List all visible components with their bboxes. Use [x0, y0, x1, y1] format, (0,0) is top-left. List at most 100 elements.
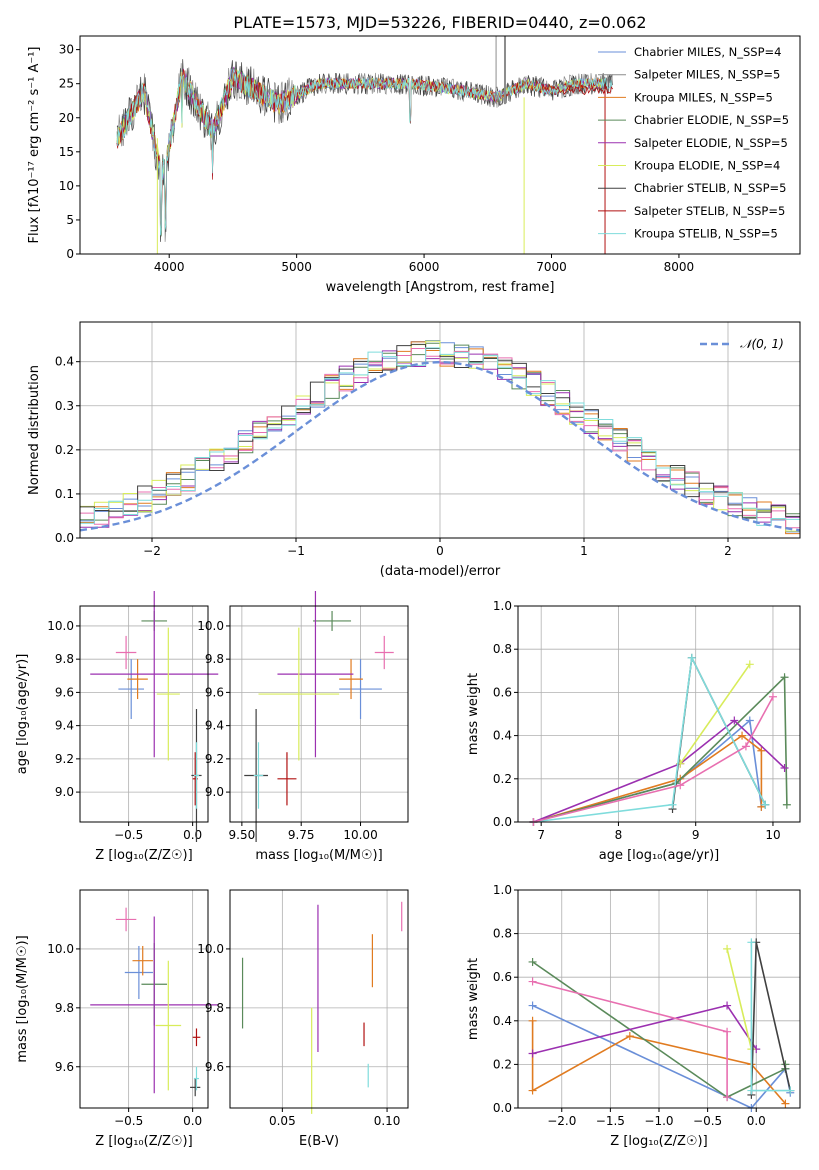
- y-axis-label: mass [log₁₀(M/M☉)]: [15, 935, 30, 1062]
- axes-frame: [229, 889, 409, 1109]
- x-tick-label: 0.0: [747, 1114, 766, 1128]
- axes-frame: [79, 35, 801, 255]
- x-tick-label: 5000: [281, 260, 312, 274]
- weight-series-line: [533, 719, 786, 823]
- y-axis-label: age [log₁₀(age/yr)]: [15, 654, 30, 775]
- y-tick-label: 9.4: [205, 719, 224, 733]
- y-tick-label: 0.2: [493, 772, 512, 786]
- y-tick-label: 0.4: [493, 1014, 512, 1028]
- x-tick-label: 8: [615, 828, 623, 842]
- y-tick-label: 0.0: [493, 815, 512, 829]
- x-tick-label: 10: [765, 828, 780, 842]
- x-tick-label: −0.5: [114, 828, 143, 842]
- y-tick-label: 25: [59, 77, 74, 91]
- x-axis-label: mass [log₁₀(M/M☉)]: [255, 848, 382, 863]
- x-tick-label: 4000: [154, 260, 185, 274]
- y-axis-label: Normed distribution: [27, 365, 42, 495]
- axes-frame: [79, 889, 209, 1109]
- y-axis-label: mass weight: [466, 673, 481, 755]
- x-tick-label: 7: [537, 828, 545, 842]
- x-axis-label: Z [log₁₀(Z/Z☉)]: [95, 1134, 192, 1149]
- legend-label: Salpeter ELODIE, N_SSP=5: [634, 136, 788, 150]
- axes-frame: [517, 605, 801, 823]
- x-tick-label: 10.00: [343, 828, 377, 842]
- weight-point: [723, 944, 732, 953]
- y-tick-label: 0.8: [493, 927, 512, 941]
- legend-label: Kroupa STELIB, N_SSP=5: [634, 227, 778, 241]
- y-tick-label: 0.1: [55, 487, 74, 501]
- y-tick-label: 9.4: [55, 719, 74, 733]
- y-tick-label: 0.6: [493, 685, 512, 699]
- y-tick-label: 0.3: [55, 399, 74, 413]
- weight-point: [781, 1099, 790, 1108]
- x-tick-label: −1.5: [596, 1114, 625, 1128]
- weight-series-line: [726, 948, 753, 1050]
- weight-series-line: [679, 663, 751, 765]
- y-tick-label: 9.6: [205, 1060, 224, 1074]
- y-tick-label: 15: [59, 145, 74, 159]
- x-tick-label: −2.0: [547, 1114, 576, 1128]
- x-axis-label: E(B-V): [299, 1134, 339, 1149]
- x-tick-label: 6000: [409, 260, 440, 274]
- weight-series-line: [533, 655, 766, 823]
- y-tick-label: 9.6: [55, 1060, 74, 1074]
- mass_vs_ebv-panel: 0.05 0.10 9.6 9.8 10.0 E(B-V): [197, 889, 409, 1149]
- weight-point: [786, 1086, 795, 1095]
- y-tick-label: 9.0: [205, 785, 224, 799]
- weight-series-line: [533, 696, 774, 823]
- x-tick-label: 7000: [536, 260, 567, 274]
- x-tick-label: 9.75: [288, 828, 315, 842]
- x-axis-label: Z [log₁₀(Z/Z☉)]: [610, 1134, 707, 1149]
- weight-point: [747, 1086, 756, 1095]
- histogram-step: [80, 347, 800, 530]
- weight-point: [738, 731, 747, 740]
- spectrum-panel: 4000 5000 6000 7000 8000 0 5 10 15 20 25 30 waveleng…: [27, 35, 801, 295]
- y-tick-label: 9.6: [205, 685, 224, 699]
- y-tick-label: 9.2: [55, 752, 74, 766]
- y-tick-label: 0: [66, 247, 74, 261]
- x-tick-label: −2: [143, 544, 161, 558]
- legend-label: 𝒩(0, 1): [740, 337, 784, 351]
- weight-point: [528, 1086, 537, 1095]
- spectrum-title: PLATE=1573, MJD=53226, FIBERID=0440, z=0…: [233, 13, 646, 32]
- weight-point: [780, 673, 789, 682]
- weight-point: [745, 716, 754, 725]
- weight-series-line: [533, 675, 788, 823]
- mass_vs_Z-panel: −0.5 0.0 9.6 9.8 10.0 Z [log₁₀(Z/Z☉)] mass [lo…: [15, 889, 219, 1149]
- y-tick-label: 5: [66, 213, 74, 227]
- age_vs_Z-panel: −0.5 0.0 9.0 9.2 9.4 9.6 9.8 10.0 Z [log₁₀(Z/Z☉)…: [15, 591, 219, 863]
- legend-label: Kroupa ELODIE, N_SSP=4: [634, 159, 780, 173]
- y-tick-label: 30: [59, 43, 74, 57]
- y-tick-label: 1.0: [493, 599, 512, 613]
- legend-label: Salpeter STELIB, N_SSP=5: [634, 204, 785, 218]
- weight-point: [528, 1049, 537, 1058]
- legend-label: Salpeter MILES, N_SSP=5: [634, 68, 780, 82]
- x-tick-label: −1: [287, 544, 305, 558]
- x-tick-label: 0.05: [269, 1114, 296, 1128]
- weight-point: [782, 800, 791, 809]
- mass_weight_vs_Z-panel: −2.0 −1.5 −1.0 −0.5 0.0 0.0 0.2 0.4 0.6 0.8 1.0 Z […: [466, 883, 801, 1149]
- weight-series-line: [532, 1004, 757, 1055]
- weight-point: [745, 660, 754, 669]
- y-tick-label: 20: [59, 111, 74, 125]
- y-tick-label: 9.8: [205, 1001, 224, 1015]
- weight-point: [528, 1016, 537, 1025]
- weight-point: [528, 957, 537, 966]
- y-tick-label: 0.4: [493, 729, 512, 743]
- weight-point: [676, 781, 685, 790]
- spectrum-series-line: [116, 61, 613, 242]
- y-tick-label: 0.2: [493, 1057, 512, 1071]
- x-tick-label: 9.50: [229, 828, 256, 842]
- legend-label: Chabrier ELODIE, N_SSP=5: [634, 113, 789, 127]
- x-tick-label: −0.5: [114, 1114, 143, 1128]
- axes-frame: [79, 321, 801, 539]
- y-axis-label: mass weight: [466, 958, 481, 1040]
- weight-point: [528, 1001, 537, 1010]
- x-tick-label: −0.5: [693, 1114, 722, 1128]
- y-tick-label: 10.0: [47, 619, 74, 633]
- legend-label: Chabrier STELIB, N_SSP=5: [634, 181, 786, 195]
- weight-point: [625, 1032, 634, 1041]
- weight-point: [741, 742, 750, 751]
- axes-frame: [229, 605, 409, 823]
